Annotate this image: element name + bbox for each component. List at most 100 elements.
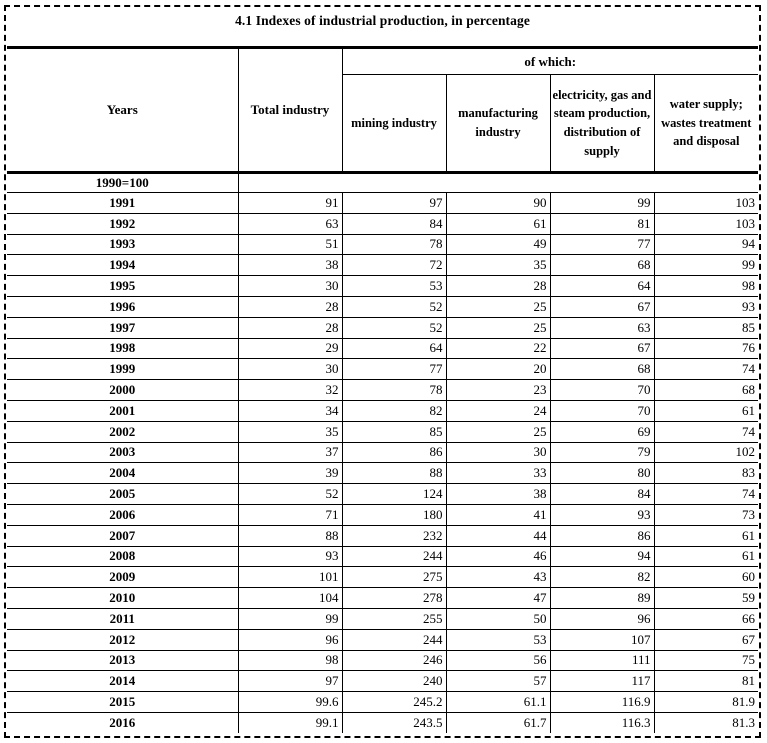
value-cell: 85 [341,420,447,443]
table-row: 2009 101 275 43 82 60 [6,566,759,589]
value-cell: 71 [237,503,343,526]
value-cell: 255 [341,607,447,630]
value-cell: 82 [549,566,655,589]
value-cell: 68 [549,254,655,277]
table-row: 2014 97 240 57 117 81 [6,670,759,693]
value-cell: 69 [549,420,655,443]
value-cell: 78 [341,379,447,401]
value-cell: 33 [445,462,551,485]
value-cell: 240 [341,670,447,693]
value-cell: 30 [237,275,343,297]
value-cell: 28 [237,316,343,339]
year-cell: 2008 [6,545,239,568]
value-cell: 275 [341,566,447,589]
value-cell: 116.3 [549,711,655,734]
year-cell: 2002 [6,420,239,443]
table-row: 1999 30 77 20 68 74 [6,358,759,381]
value-cell: 246 [341,649,447,672]
value-cell: 37 [237,441,343,464]
value-cell: 52 [341,295,447,318]
value-cell: 61 [445,212,551,235]
table-row: 2000 32 78 23 70 68 [6,379,759,401]
value-cell: 103 [653,212,759,235]
value-cell: 81.9 [653,691,759,713]
col-group-header-of-which: of which: [341,47,759,75]
value-cell: 99 [237,607,343,630]
value-cell: 64 [341,337,447,360]
value-cell: 68 [549,358,655,381]
value-cell: 52 [237,483,343,505]
table-row: 2015 99.6 245.2 61.1 116.9 81.9 [6,691,759,713]
header-row-group: Years Total industry of which: [6,47,759,174]
value-cell: 93 [653,295,759,318]
value-cell: 53 [341,275,447,297]
value-cell: 25 [445,295,551,318]
table-row: 2007 88 232 44 86 61 [6,524,759,547]
value-cell: 66 [653,607,759,630]
value-cell: 82 [341,399,447,422]
col-header-years: Years [6,47,239,174]
value-cell: 70 [549,399,655,422]
table-row: 2003 37 86 30 79 102 [6,441,759,464]
col-header-manufacturing-industry: manufacturing industry [445,74,551,174]
value-cell: 68 [653,379,759,401]
value-cell: 98 [653,275,759,297]
value-cell: 30 [237,358,343,381]
year-cell: 1992 [6,212,239,235]
table-row: 2006 71 180 41 93 73 [6,503,759,526]
value-cell: 78 [341,233,447,256]
print-page: 4.1 Indexes of industrial production, in… [4,5,761,738]
value-cell: 77 [341,358,447,381]
value-cell: 102 [653,441,759,464]
value-cell: 232 [341,524,447,547]
year-cell: 1998 [6,337,239,360]
table-row: 2005 52 124 38 84 74 [6,483,759,505]
value-cell: 25 [445,420,551,443]
value-cell: 117 [549,670,655,693]
year-cell: 2003 [6,441,239,464]
table-row: 1991 91 97 90 99 103 [6,192,759,214]
value-cell: 61 [653,545,759,568]
value-cell: 84 [341,212,447,235]
year-cell: 1995 [6,275,239,297]
value-cell: 61.1 [445,691,551,713]
table-row: 1994 38 72 35 68 99 [6,254,759,277]
value-cell: 46 [445,545,551,568]
value-cell: 244 [341,628,447,651]
table-row: 2016 99.1 243.5 61.7 116.3 81.3 [6,711,759,734]
value-cell: 84 [549,483,655,505]
table-row: 2002 35 85 25 69 74 [6,420,759,443]
value-cell: 86 [341,441,447,464]
value-cell: 88 [237,524,343,547]
year-cell: 1997 [6,316,239,339]
value-cell: 64 [549,275,655,297]
value-cell: 245.2 [341,691,447,713]
value-cell: 35 [445,254,551,277]
value-cell: 99.1 [237,711,343,734]
col-header-total-industry: Total industry [237,47,343,174]
value-cell: 80 [549,462,655,485]
value-cell: 74 [653,420,759,443]
value-cell: 244 [341,545,447,568]
year-cell: 1999 [6,358,239,381]
table-title: 4.1 Indexes of industrial production, in… [235,13,530,28]
value-cell: 81 [653,670,759,693]
year-cell: 1991 [6,192,239,214]
col-header-water-supply: water supply; wastes treatment and dispo… [653,74,759,174]
value-cell: 60 [653,566,759,589]
value-cell: 23 [445,379,551,401]
table-row: 2013 98 246 56 111 75 [6,649,759,672]
value-cell: 25 [445,316,551,339]
value-cell: 93 [237,545,343,568]
value-cell: 44 [445,524,551,547]
value-cell: 41 [445,503,551,526]
year-cell: 2011 [6,607,239,630]
value-cell: 85 [653,316,759,339]
table-row: 2001 34 82 24 70 61 [6,399,759,422]
value-cell: 243.5 [341,711,447,734]
value-cell: 38 [445,483,551,505]
value-cell: 63 [237,212,343,235]
table-row: 2012 96 244 53 107 67 [6,628,759,651]
year-cell: 2015 [6,691,239,713]
value-cell: 97 [237,670,343,693]
